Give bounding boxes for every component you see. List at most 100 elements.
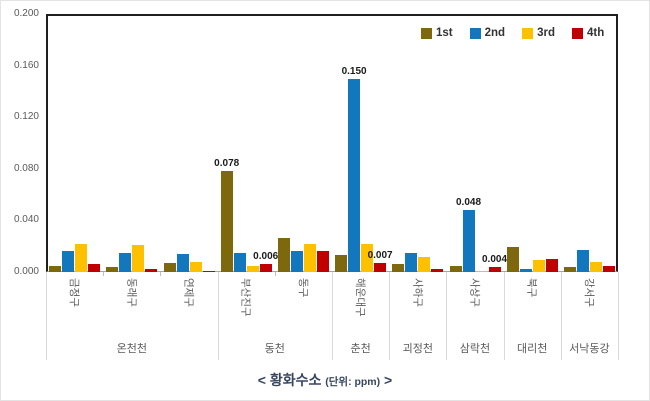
chart-title-suffix: > (380, 372, 393, 388)
bar-2nd-연제구 (176, 254, 189, 272)
district-label-cell-북구: 북구 (504, 278, 561, 340)
bar-2nd-부산진구 (233, 253, 246, 272)
group-divider (561, 272, 562, 360)
category-tick (275, 272, 276, 276)
district-label-cell-사상구: 사상구 (446, 278, 503, 340)
bar-2nd-사상구: 0.048 (456, 197, 481, 272)
bar-2nd-북구 (519, 269, 532, 272)
data-label-1st-부산진구: 0.078 (214, 158, 240, 169)
stream-label-동천: 동천 (264, 343, 285, 355)
legend-label: 4th (586, 27, 605, 39)
bar-3rd-해운대구 (361, 244, 374, 272)
bar-4th-사상구: 0.004 (482, 254, 507, 272)
bar-4th-강서구 (602, 266, 615, 272)
bar-4th-동래구 (145, 269, 158, 272)
data-label-4th-사상구: 0.004 (481, 254, 508, 265)
bar-3rd-금정구 (75, 244, 88, 272)
district-label-cell-연제구: 연제구 (160, 278, 217, 340)
bar-1st-사하구 (392, 264, 405, 272)
district-label: 강서구 (582, 278, 595, 307)
bar-4th-부산진구: 0.006 (253, 251, 278, 272)
district-label: 해운대구 (354, 278, 367, 317)
bar-4th-연제구 (202, 271, 215, 272)
stream-label-온천천: 온천천 (116, 343, 147, 355)
legend-label: 2nd (484, 27, 506, 39)
bar-1st-북구 (506, 247, 519, 272)
group-divider (504, 272, 505, 360)
stream-label-춘천: 춘천 (350, 343, 371, 355)
district-label-cell-부산진구: 부산진구 (218, 278, 275, 340)
group-divider (218, 272, 219, 360)
category-tick (103, 272, 104, 276)
district-label-cell-동구: 동구 (275, 278, 332, 340)
data-label-4th-해운대구: 0.007 (367, 250, 393, 261)
bar-4th-북구 (545, 259, 558, 272)
bar-2nd-강서구 (576, 250, 589, 272)
bar-2nd-동래구 (119, 253, 132, 272)
district-label-cell-동래구: 동래구 (103, 278, 160, 340)
category-tick (160, 272, 161, 276)
district-label: 북구 (525, 278, 538, 298)
bar-1st-강서구 (563, 267, 576, 272)
plot-area (46, 14, 618, 272)
y-tick-label: 0.000 (13, 266, 39, 277)
legend-item-3rd: 3rd (522, 27, 555, 39)
data-label-2nd-사상구: 0.048 (455, 197, 482, 208)
y-tick-label: 0.200 (13, 8, 39, 19)
stream-label-삼락천: 삼락천 (459, 343, 491, 355)
bar-1st-연제구 (163, 263, 176, 272)
legend-swatch-icon (469, 27, 481, 39)
bar-3rd-사상구 (475, 271, 488, 272)
district-label: 동래구 (125, 278, 138, 307)
district-label-cell-강서구: 강서구 (561, 278, 618, 340)
district-label: 연제구 (182, 278, 195, 307)
bar-1st-부산진구: 0.078 (214, 158, 239, 272)
bar-1st-해운대구 (335, 255, 348, 272)
legend: 1st 2nd 3rd 4th (421, 27, 604, 39)
bar-3rd-동래구 (132, 245, 145, 272)
bar-3rd-강서구 (589, 262, 602, 272)
bar-2nd-금정구 (62, 251, 75, 272)
legend-swatch-icon (571, 27, 583, 39)
bar-4th-금정구 (88, 264, 101, 272)
group-divider (618, 272, 619, 360)
bar-4th-해운대구: 0.007 (368, 250, 393, 272)
legend-item-2nd: 2nd (469, 27, 506, 39)
chart-title-main: < 황화수소 (257, 372, 326, 388)
district-label: 금정구 (68, 278, 81, 307)
bar-3rd-연제구 (189, 262, 202, 272)
bar-2nd-동구 (290, 251, 303, 272)
legend-swatch-icon (522, 27, 534, 39)
district-label-cell-해운대구: 해운대구 (332, 278, 389, 340)
district-label: 동구 (296, 278, 309, 298)
group-divider (46, 272, 47, 360)
district-label-cell-사하구: 사하구 (389, 278, 446, 340)
stream-label-대리천: 대리천 (517, 343, 548, 355)
y-tick-label: 0.160 (13, 59, 39, 71)
chart-title: < 황화수소 (단위: ppm) > (1, 370, 649, 390)
bar-1st-사상구 (449, 266, 462, 272)
bar-3rd-부산진구 (246, 266, 259, 272)
y-tick-label: 0.040 (13, 214, 39, 226)
stream-label-서낙동강: 서낙동강 (569, 343, 610, 355)
district-label: 사하구 (411, 278, 424, 307)
bar-1st-금정구 (49, 266, 62, 272)
bar-3rd-북구 (532, 260, 545, 272)
chart-title-unit: (단위: ppm) (325, 376, 381, 388)
bar-4th-사하구 (431, 269, 444, 272)
bar-1st-동구 (277, 238, 290, 272)
legend-label: 1st (436, 27, 453, 39)
y-tick-label: 0.120 (13, 111, 39, 123)
group-divider (446, 272, 447, 360)
legend-label: 3rd (537, 27, 555, 39)
legend-swatch-icon (421, 27, 432, 39)
district-label: 사상구 (468, 278, 481, 307)
data-label-2nd-해운대구: 0.150 (341, 66, 367, 77)
district-label-cell-금정구: 금정구 (46, 278, 103, 340)
bar-1st-동래구 (106, 267, 119, 272)
stream-label-괴정천: 괴정천 (402, 343, 433, 355)
data-label-4th-부산진구: 0.006 (253, 251, 279, 262)
bar-4th-동구 (316, 251, 329, 272)
legend-item-4th: 4th (571, 27, 605, 39)
